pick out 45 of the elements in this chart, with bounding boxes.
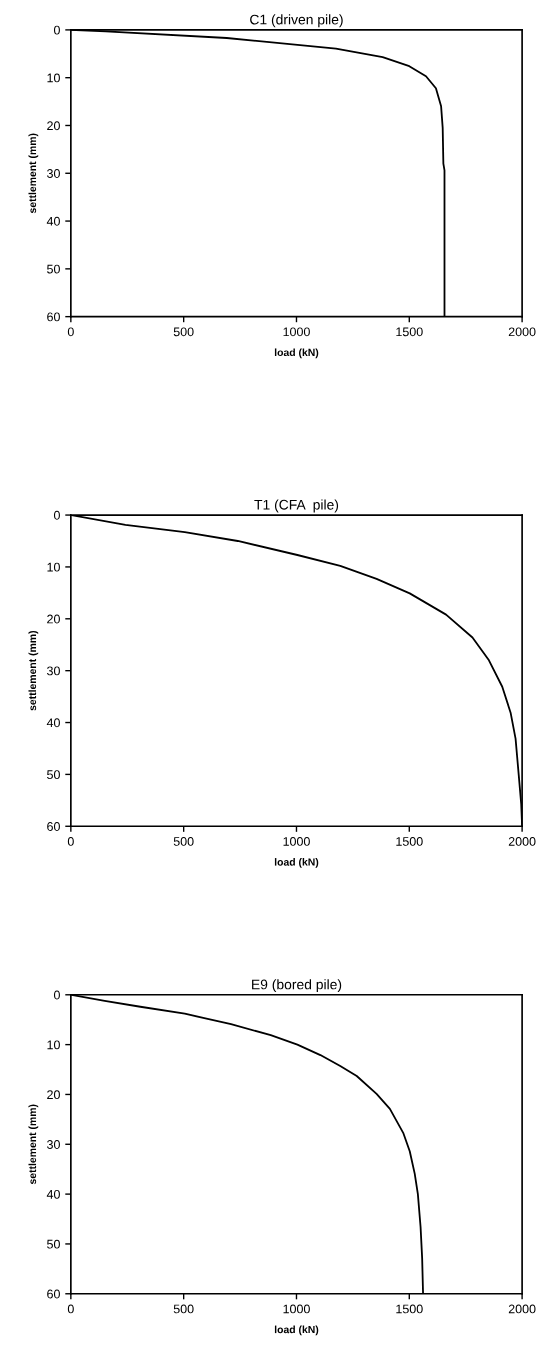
x-tick-label: 1500 (396, 837, 423, 846)
x-tick-label: 0 (67, 837, 74, 846)
y-tick-label: 40 (46, 216, 60, 226)
y-tick-label: 60 (47, 1289, 60, 1299)
y-tick-label: 20 (47, 1090, 60, 1100)
x-tick-label: 1500 (396, 1304, 423, 1314)
x-tick-label: 1000 (283, 327, 310, 337)
y-axis-title: settlement (mm) (28, 1104, 39, 1185)
y-tick-label: 30 (47, 169, 60, 178)
y-tick-label: 0 (53, 510, 60, 520)
y-tick-label: 40 (46, 718, 60, 728)
y-tick-label: 20 (47, 614, 60, 624)
y-tick-label: 30 (47, 1140, 60, 1149)
x-tick-label: 1500 (396, 327, 423, 337)
x-tick-label: 2000 (508, 1304, 536, 1314)
x-tick-label: 500 (173, 1304, 194, 1314)
y-tick-label: 0 (53, 990, 60, 1000)
y-tick-label: 50 (47, 770, 60, 780)
y-axis-title: settlement (mm) (28, 133, 39, 214)
y-tick-label: 10 (47, 1040, 60, 1050)
x-tick-label: 1000 (283, 1304, 310, 1314)
chart-title: C1 (driven pile) (250, 14, 343, 28)
y-tick-label: 50 (47, 1239, 60, 1249)
chart-title: E9 (bored pile) (252, 979, 342, 993)
x-tick-label: 0 (67, 1304, 74, 1314)
x-tick-label: 500 (173, 327, 194, 337)
y-tick-label: 20 (47, 121, 60, 131)
y-axis-title: settlement (mm) (28, 630, 39, 711)
y-tick-label: 40 (46, 1189, 60, 1199)
y-tick-label: 10 (47, 562, 60, 572)
y-tick-label: 10 (47, 73, 60, 83)
x-tick-label: 2000 (508, 837, 536, 846)
y-tick-label: 60 (47, 822, 60, 831)
x-tick-label: 0 (67, 327, 74, 337)
x-tick-label: 1000 (283, 837, 310, 846)
x-tick-label: 500 (173, 837, 194, 846)
x-axis-title: load (kN) (274, 858, 319, 868)
y-tick-label: 50 (47, 264, 60, 274)
y-tick-label: 30 (47, 666, 60, 676)
x-axis-title: load (kN) (274, 1325, 319, 1336)
x-tick-label: 2000 (508, 327, 536, 337)
y-tick-label: 60 (47, 312, 60, 322)
x-axis-title: load (kN) (274, 348, 319, 359)
y-tick-label: 0 (53, 25, 60, 35)
chart-title: T1 (CFA pile) (254, 499, 339, 513)
